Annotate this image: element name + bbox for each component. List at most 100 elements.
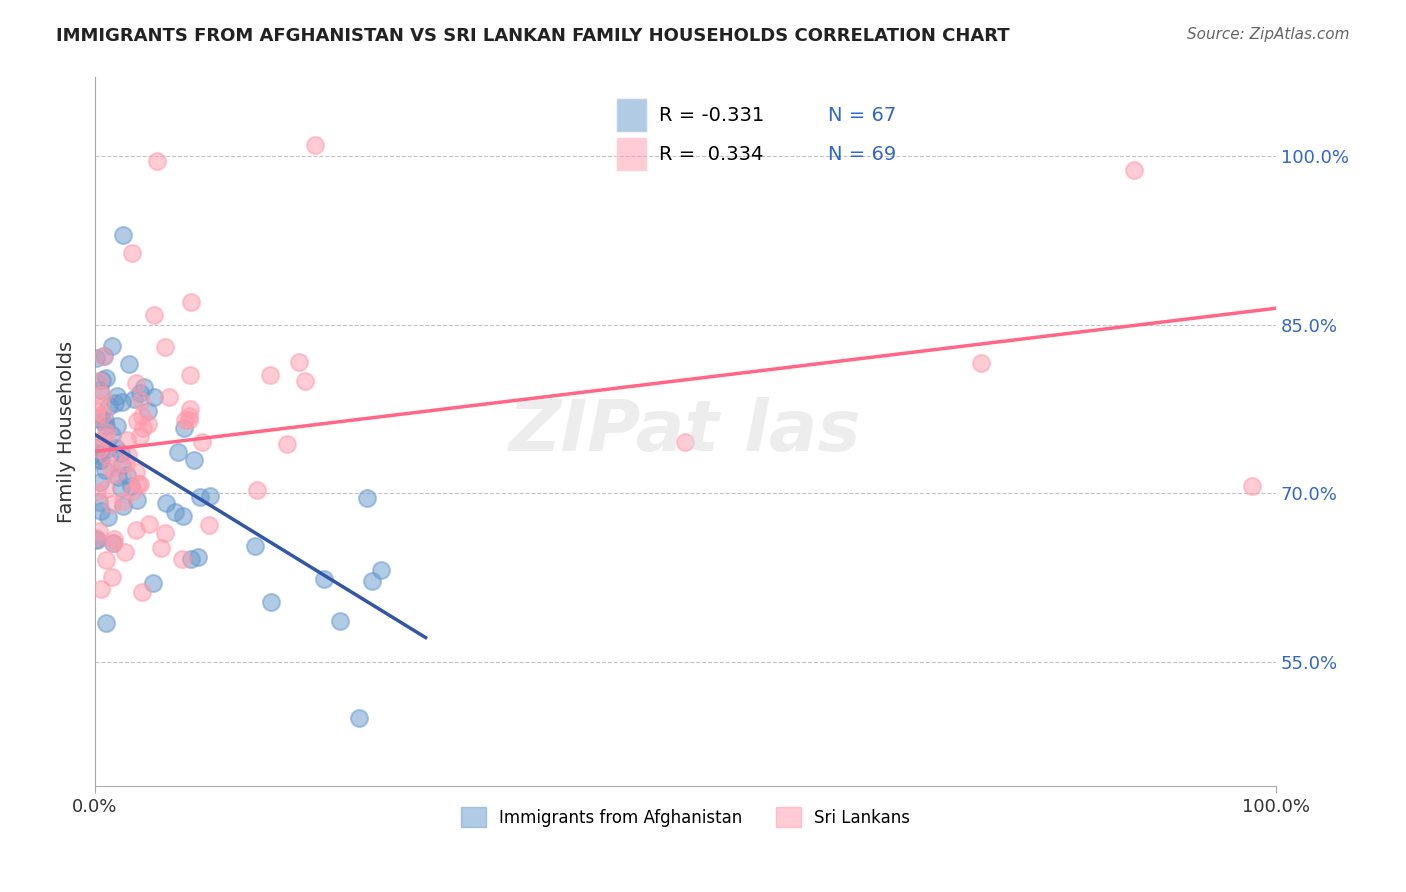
Point	[177, 413, 200, 427]
Point	[174, 413, 197, 427]
Point	[173, 421, 195, 435]
Point	[101, 570, 124, 584]
Point	[259, 368, 281, 383]
Point	[177, 409, 200, 423]
Point	[127, 414, 149, 428]
Point	[111, 458, 134, 472]
Point	[150, 541, 173, 556]
Point	[347, 711, 370, 725]
Point	[89, 447, 111, 461]
Point	[1123, 163, 1146, 178]
Point	[100, 461, 122, 475]
Point	[87, 442, 110, 456]
Point	[94, 370, 117, 384]
Point	[96, 449, 118, 463]
Point	[100, 339, 122, 353]
Point	[111, 394, 134, 409]
Point	[167, 445, 190, 459]
Point	[143, 308, 166, 322]
Point	[104, 396, 127, 410]
Point	[191, 434, 214, 449]
Point	[125, 492, 148, 507]
Point	[179, 368, 201, 382]
Point	[86, 533, 108, 547]
Point	[84, 351, 107, 366]
Point	[122, 392, 145, 406]
Point	[165, 505, 187, 519]
Point	[136, 404, 159, 418]
Text: Source: ZipAtlas.com: Source: ZipAtlas.com	[1187, 27, 1350, 42]
Point	[101, 535, 124, 549]
Point	[105, 419, 128, 434]
Text: N = 69: N = 69	[828, 145, 897, 164]
Point	[146, 153, 169, 168]
Point	[84, 448, 107, 462]
Point	[90, 503, 112, 517]
Point	[89, 475, 111, 490]
Point	[125, 465, 148, 479]
Point	[89, 396, 111, 410]
Point	[94, 425, 117, 439]
Point	[111, 227, 134, 242]
Text: N = 67: N = 67	[828, 105, 897, 125]
Point	[84, 531, 107, 545]
Point	[87, 435, 110, 450]
Point	[87, 453, 110, 467]
Point	[90, 373, 112, 387]
Point	[183, 453, 205, 467]
Text: R = -0.331: R = -0.331	[659, 105, 763, 125]
Point	[117, 448, 139, 462]
Point	[132, 421, 155, 435]
Point	[128, 428, 150, 442]
Point	[97, 442, 120, 456]
Point	[86, 484, 108, 499]
Point	[107, 470, 129, 484]
Point	[115, 468, 138, 483]
Point	[198, 489, 221, 503]
Point	[129, 385, 152, 400]
Point	[103, 532, 125, 546]
Point	[180, 552, 202, 566]
Point	[243, 539, 266, 553]
Point	[111, 500, 134, 514]
Point	[93, 349, 115, 363]
Point	[118, 357, 141, 371]
Point	[94, 463, 117, 477]
Point	[101, 497, 124, 511]
Point	[127, 476, 149, 491]
Point	[110, 482, 132, 496]
Point	[90, 439, 112, 453]
Point	[111, 494, 134, 508]
Point	[91, 407, 114, 421]
Y-axis label: Family Households: Family Households	[58, 341, 76, 523]
Point	[288, 355, 311, 369]
Point	[260, 595, 283, 609]
Point	[91, 388, 114, 402]
Point	[87, 410, 110, 425]
Point	[125, 376, 148, 391]
Point	[104, 467, 127, 482]
Point	[90, 453, 112, 467]
Point	[94, 419, 117, 434]
Point	[97, 510, 120, 524]
Point	[361, 574, 384, 589]
Point	[114, 545, 136, 559]
Point	[115, 456, 138, 470]
Point	[86, 445, 108, 459]
Point	[304, 137, 326, 152]
Point	[105, 389, 128, 403]
Point	[93, 350, 115, 364]
Point	[329, 615, 352, 629]
Point	[86, 532, 108, 546]
Bar	[616, 137, 647, 171]
Point	[89, 383, 111, 397]
Point	[356, 491, 378, 505]
Point	[125, 524, 148, 538]
Point	[159, 390, 181, 404]
Point	[94, 413, 117, 427]
Point	[122, 484, 145, 499]
Point	[131, 585, 153, 599]
Point	[198, 517, 221, 532]
Point	[90, 582, 112, 597]
Point	[675, 434, 697, 449]
